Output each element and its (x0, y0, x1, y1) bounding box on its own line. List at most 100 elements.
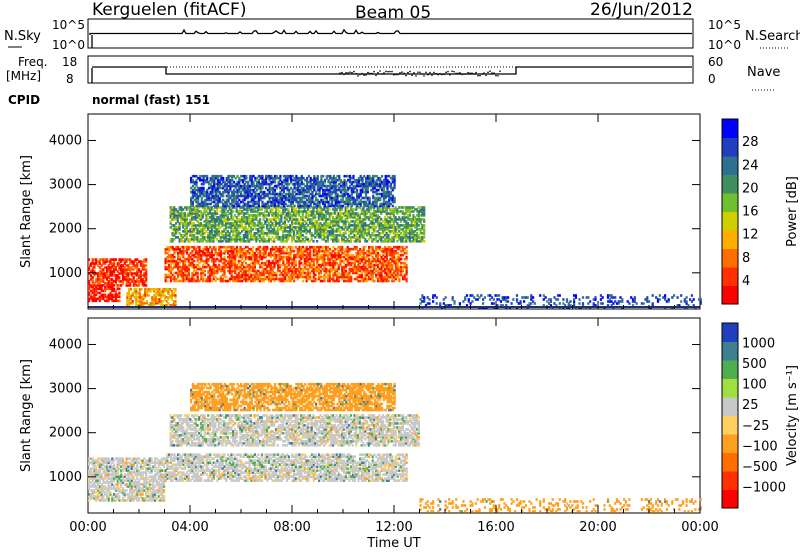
echo-cell (200, 273, 203, 277)
echo-cell (219, 240, 222, 243)
echo-cell (193, 182, 196, 186)
echo-cell (95, 272, 98, 275)
echo-cell (221, 251, 224, 255)
echo-cell (294, 208, 297, 211)
nave-point (477, 74, 479, 77)
echo-cell (307, 216, 310, 219)
echo-cell (390, 212, 394, 215)
echo-cell (271, 277, 274, 281)
echo-cell (290, 174, 293, 178)
echo-cell (287, 271, 290, 275)
echo-cell (183, 238, 187, 241)
echo-cell (145, 270, 148, 273)
echo-cell (399, 228, 403, 231)
echo-cell (129, 260, 132, 263)
echo-cell (244, 253, 247, 257)
echo-cell (218, 186, 221, 190)
echo-cell (236, 192, 239, 196)
echo-cell (189, 245, 192, 249)
echo-cell (366, 224, 369, 227)
echo-cell (173, 226, 176, 229)
echo-cell (358, 240, 361, 243)
echo-cell (220, 186, 223, 190)
echo-cell (184, 245, 187, 249)
echo-cell (310, 279, 314, 283)
echo-cell (306, 176, 309, 180)
echo-cell (144, 296, 147, 299)
echo-cell (269, 271, 272, 275)
echo-cell (368, 263, 371, 267)
echo-cell (244, 273, 247, 277)
echo-cell (212, 226, 215, 229)
echo-cell (256, 194, 259, 198)
echo-cell (198, 249, 201, 253)
echo-cell (355, 218, 358, 221)
echo-cell (382, 263, 385, 267)
echo-cell (353, 259, 356, 263)
echo-cell (171, 224, 174, 227)
echo-cell (118, 266, 121, 269)
echo-cell (109, 285, 112, 289)
echo-cell (389, 275, 392, 279)
echo-cell (407, 236, 410, 239)
echo-cell (285, 247, 289, 251)
echo-cell (295, 180, 298, 184)
echo-cell (182, 253, 185, 257)
echo-cell (132, 280, 135, 283)
echo-cell (300, 188, 303, 192)
echo-cell (225, 247, 228, 251)
echo-cell (219, 210, 222, 213)
echo-cell (319, 253, 322, 257)
echo-cell (399, 218, 403, 221)
echo-cell (236, 194, 239, 198)
echo-cell (403, 257, 406, 261)
echo-cell (196, 255, 199, 259)
echo-cell (169, 261, 173, 265)
echo-cell (198, 204, 202, 208)
echo-cell (330, 269, 333, 273)
echo-cell (236, 204, 239, 208)
echo-cell (297, 190, 300, 194)
echo-cell (410, 226, 413, 229)
echo-cell (212, 220, 215, 223)
echo-cell (241, 222, 244, 225)
echo-cell (360, 236, 363, 239)
echo-cell (139, 280, 142, 283)
echo-cell (100, 272, 103, 275)
echo-cell (280, 247, 283, 251)
echo-cell (206, 194, 209, 198)
echo-cell (180, 249, 183, 253)
echo-cell (105, 272, 109, 275)
echo-cell (255, 247, 258, 251)
echo-cell (358, 206, 361, 209)
echo-cell (209, 269, 212, 273)
echo-cell (246, 275, 249, 279)
echo-cell (213, 196, 216, 200)
echo-cell (289, 251, 292, 255)
echo-cell (177, 261, 180, 265)
echo-cell (353, 226, 356, 229)
echo-cell (360, 273, 364, 277)
echo-cell (337, 277, 340, 281)
echo-cell (359, 269, 362, 273)
echo-cell (299, 226, 303, 229)
echo-cell (387, 263, 390, 267)
echo-cell (191, 180, 194, 184)
echo-cell (382, 240, 385, 243)
echo-cell (255, 214, 258, 217)
nave-point (365, 74, 367, 76)
echo-cell (321, 216, 324, 219)
echo-cell (98, 282, 101, 285)
echo-cell (262, 273, 265, 277)
echo-cell (171, 257, 174, 261)
echo-cell (196, 210, 199, 213)
echo-cell (301, 210, 304, 213)
echo-cell (91, 276, 94, 279)
echo-cell (180, 267, 183, 271)
echo-cell (373, 210, 376, 213)
echo-cell (376, 210, 379, 213)
echo-cell (242, 234, 245, 237)
echo-cell (414, 216, 417, 219)
echo-cell (303, 206, 306, 209)
echo-cell (339, 247, 342, 251)
